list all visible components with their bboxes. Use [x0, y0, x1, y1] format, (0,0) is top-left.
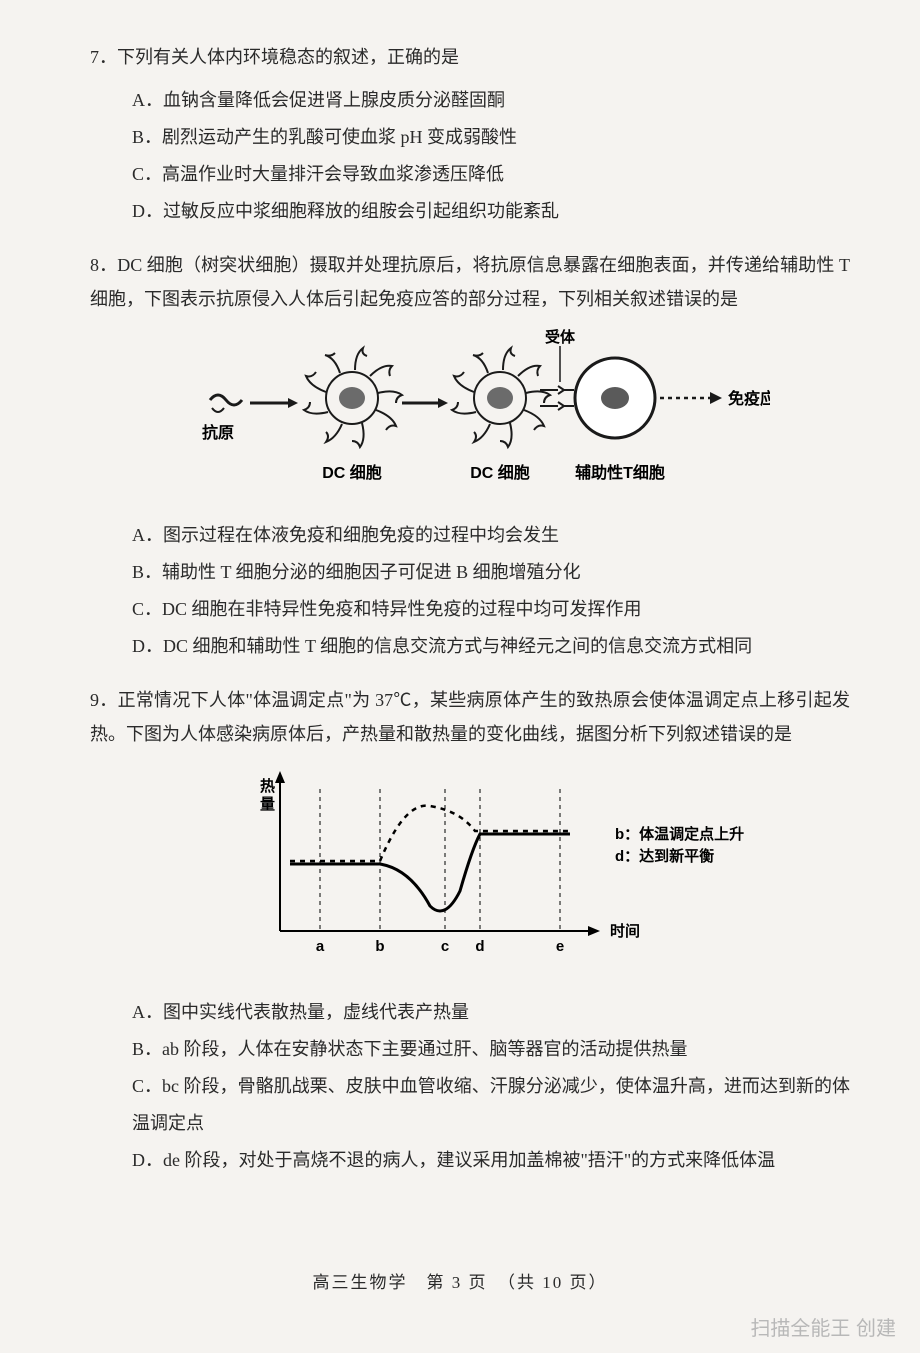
- q8-opt-d: D．DC 细胞和辅助性 T 细胞的信息交流方式与神经元之间的信息交流方式相同: [132, 628, 850, 665]
- legend-d: d：达到新平衡: [615, 847, 714, 865]
- q8-text: DC 细胞（树突状细胞）摄取并处理抗原后，将抗原信息暴露在细胞表面，并传递给辅助…: [90, 255, 850, 309]
- y-arrowhead-icon: [275, 771, 285, 783]
- q8-stem: 8．DC 细胞（树突状细胞）摄取并处理抗原后，将抗原信息暴露在细胞表面，并传递给…: [90, 248, 850, 316]
- question-7: 7．下列有关人体内环境稳态的叙述，正确的是 A．血钠含量降低会促进肾上腺皮质分泌…: [90, 40, 850, 230]
- q7-number: 7．: [90, 47, 117, 67]
- q7-opt-b: B．剧烈运动产生的乳酸可使血浆 pH 变成弱酸性: [132, 119, 850, 156]
- tick-e: e: [556, 938, 564, 955]
- t-helper-cell-icon: [575, 358, 655, 438]
- q7-text: 下列有关人体内环境稳态的叙述，正确的是: [117, 47, 459, 67]
- q9-number: 9．: [90, 690, 118, 710]
- q7-stem: 7．下列有关人体内环境稳态的叙述，正确的是: [90, 40, 850, 74]
- q8-opt-c: C．DC 细胞在非特异性免疫和特异性免疫的过程中均可发挥作用: [132, 591, 850, 628]
- q8-options: A．图示过程在体液免疫和细胞免疫的过程中均会发生 B．辅助性 T 细胞分泌的细胞…: [132, 517, 850, 665]
- tick-c: c: [441, 938, 449, 955]
- tick-b: b: [375, 938, 384, 955]
- y-label-1: 热: [260, 777, 275, 795]
- q7-opt-a: A．血钠含量降低会促进肾上腺皮质分泌醛固酮: [132, 82, 850, 119]
- q9-opt-b: B．ab 阶段，人体在安静状态下主要通过肝、脑等器官的活动提供热量: [132, 1031, 850, 1068]
- dc-cell-2-icon: [452, 348, 550, 447]
- solid-curve: [290, 834, 570, 911]
- q9-options: A．图中实线代表散热量，虚线代表产热量 B．ab 阶段，人体在安静状态下主要通过…: [132, 994, 850, 1178]
- tick-a: a: [316, 938, 325, 955]
- q9-opt-d: D．de 阶段，对处于高烧不退的病人，建议采用加盖棉被"捂汗"的方式来降低体温: [132, 1142, 850, 1179]
- antigen-icon: [210, 395, 242, 412]
- y-label-2: 量: [260, 796, 275, 813]
- x-label: 时间: [610, 922, 640, 940]
- legend-b: b：体温调定点上升: [615, 825, 744, 843]
- question-9: 9．正常情况下人体"体温调定点"为 37℃，某些病原体产生的致热原会使体温调定点…: [90, 683, 850, 1179]
- question-8: 8．DC 细胞（树突状细胞）摄取并处理抗原后，将抗原信息暴露在细胞表面，并传递给…: [90, 248, 850, 665]
- scan-watermark: 扫描全能王 创建: [750, 1312, 896, 1341]
- tick-d: d: [475, 938, 484, 955]
- q7-opt-c: C．高温作业时大量排汗会导致血浆渗透压降低: [132, 156, 850, 193]
- dc1-label: DC 细胞: [322, 463, 382, 482]
- q9-opt-c: C．bc 阶段，骨骼肌战栗、皮肤中血管收缩、汗腺分泌减少，使体温升高，进而达到新…: [132, 1068, 850, 1142]
- q8-opt-a: A．图示过程在体液免疫和细胞免疫的过程中均会发生: [132, 517, 850, 554]
- arrowhead-icon: [438, 398, 448, 408]
- q8-number: 8．: [90, 255, 117, 275]
- tcell-label: 辅助性T细胞: [575, 463, 665, 482]
- arrowhead-icon: [710, 392, 722, 404]
- q9-opt-a: A．图中实线代表散热量，虚线代表产热量: [132, 994, 850, 1031]
- heat-chart: 热 量 时间 a b c d e b：体温调定点上升 d：达到新平衡: [220, 761, 720, 976]
- response-label: 免疫应答: [728, 389, 770, 408]
- immune-diagram: 抗原 DC 细: [170, 328, 770, 503]
- arrowhead-icon: [288, 398, 298, 408]
- antigen-label: 抗原: [202, 423, 234, 442]
- dc-cell-1-icon: [304, 348, 402, 447]
- q7-opt-d: D．过敏反应中浆细胞释放的组胺会引起组织功能紊乱: [132, 193, 850, 230]
- q9-text: 正常情况下人体"体温调定点"为 37℃，某些病原体产生的致热原会使体温调定点上移…: [90, 690, 850, 744]
- page-footer: 高三生物学 第 3 页 （共 10 页）: [0, 1268, 920, 1293]
- x-arrowhead-icon: [588, 926, 600, 936]
- dc2-label: DC 细胞: [470, 463, 530, 482]
- receptor-label: 受体: [545, 328, 576, 346]
- q7-options: A．血钠含量降低会促进肾上腺皮质分泌醛固酮 B．剧烈运动产生的乳酸可使血浆 pH…: [132, 82, 850, 230]
- q9-stem: 9．正常情况下人体"体温调定点"为 37℃，某些病原体产生的致热原会使体温调定点…: [90, 683, 850, 751]
- q8-opt-b: B．辅助性 T 细胞分泌的细胞因子可促进 B 细胞增殖分化: [132, 554, 850, 591]
